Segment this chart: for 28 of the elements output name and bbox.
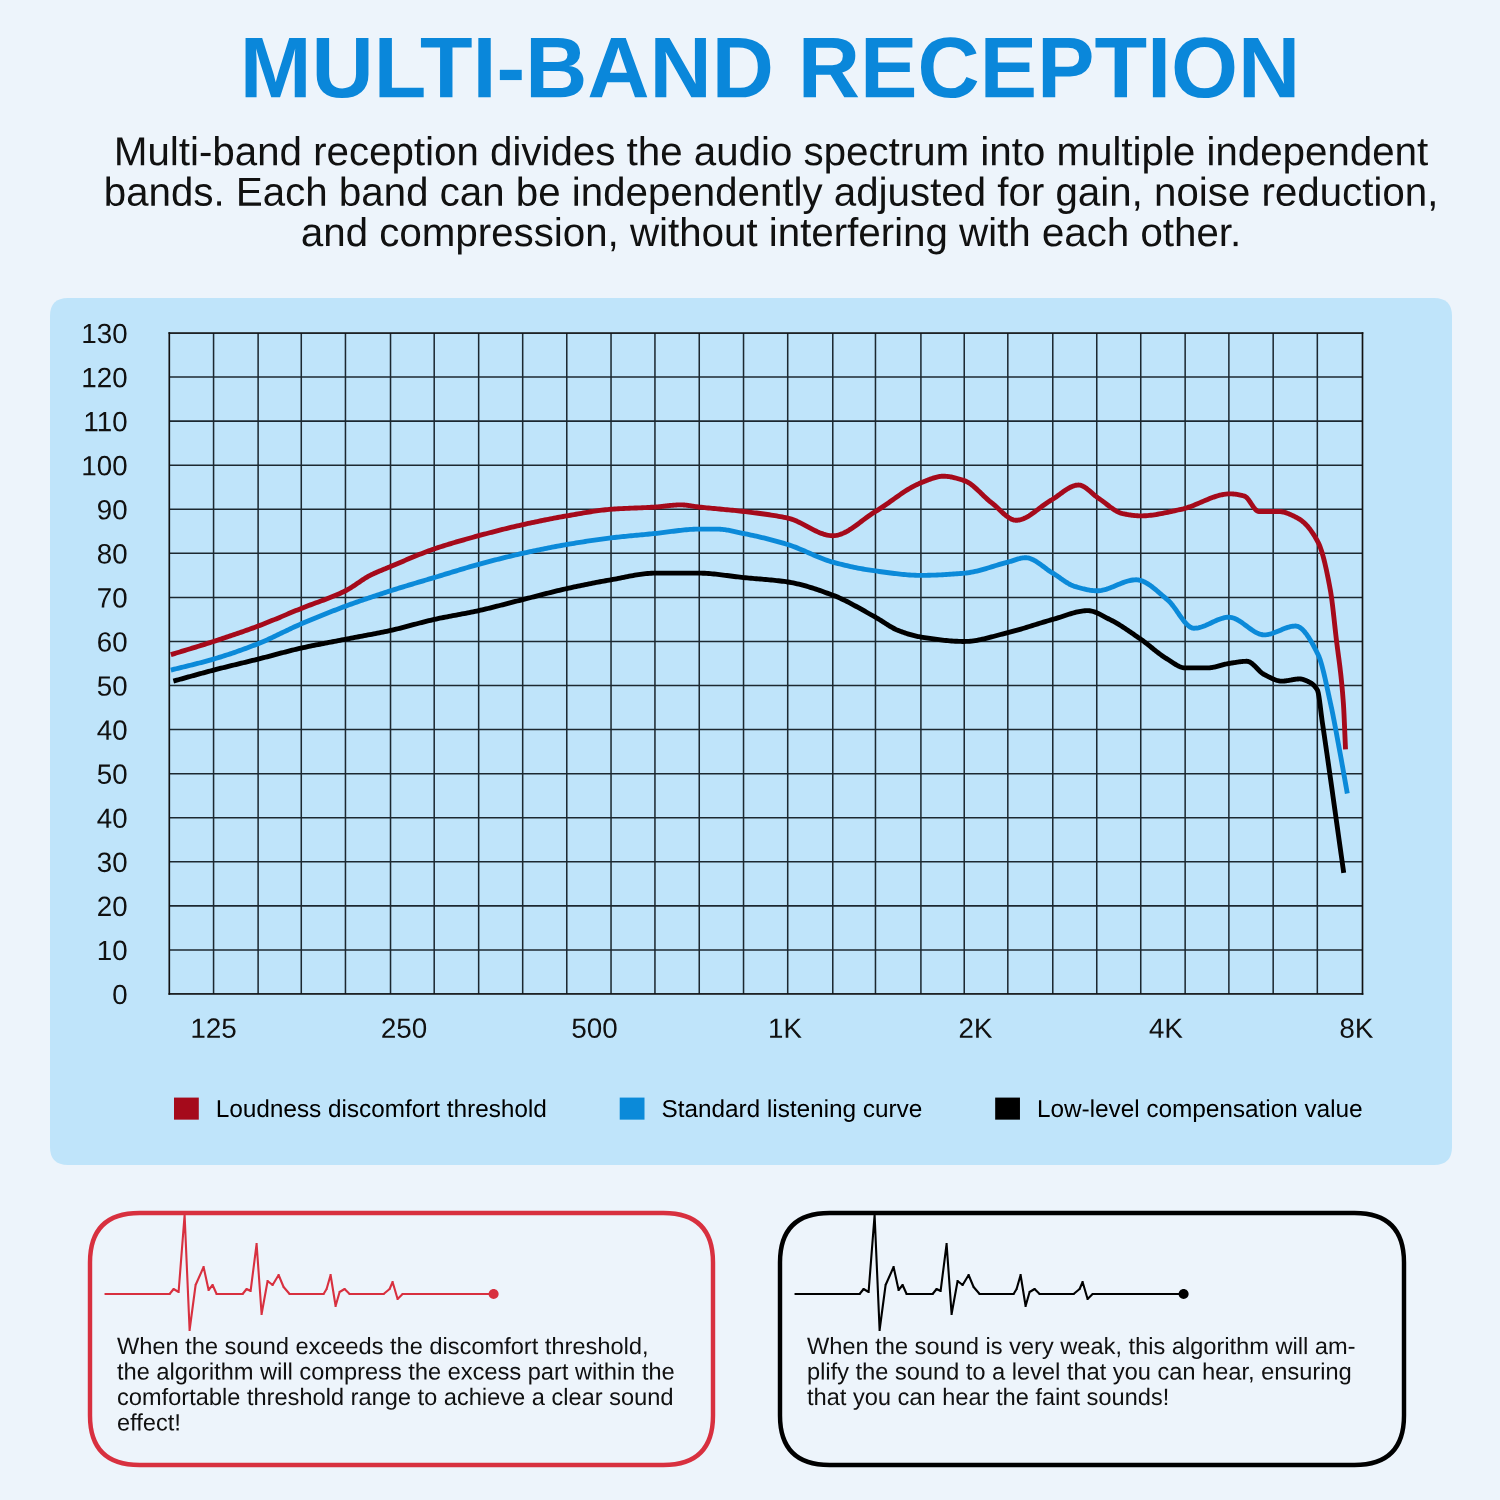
- y-tick-label: 80: [97, 544, 127, 564]
- text: When the sound exceeds the discomfort threshold, the algorithm will compress the excess part within the comfortable threshold range to achieve a clear sound effect!: [117, 1337, 674, 1431]
- legend-label: Low-level compensation value: [1038, 1099, 1362, 1122]
- y-tick-label: 110: [85, 411, 127, 432]
- y-tick-label: 100: [83, 455, 127, 476]
- chart-subtitle: Multi-band reception divides the audio spectrum into multiple independent bands. Each band can be independently adjusted for gain, noise reduction, and compression, without interfering with each other.: [106, 136, 1435, 255]
- x-tick-label: 125: [192, 1018, 236, 1039]
- legend-label: Loudness discomfort threshold: [217, 1099, 546, 1118]
- text: When the sound is very weak, this algorithm will am- plify the sound to a level that you can hear, ensuring that you can hear the faint sounds!: [807, 1337, 1355, 1410]
- x-tick-label: 4K: [1149, 1018, 1183, 1038]
- x-tick-label: 1K: [770, 1018, 802, 1038]
- y-tick-label: 60: [98, 632, 127, 652]
- y-tick-label: 90: [98, 499, 127, 520]
- y-tick-label: 70: [98, 588, 127, 608]
- legend-label: Standard listening curve: [662, 1099, 922, 1122]
- x-tick-label: 8K: [1340, 1018, 1374, 1039]
- y2-tick-label: 20: [98, 896, 127, 917]
- x-tick-label: 2K: [959, 1018, 993, 1038]
- y-tick-label: 50: [97, 676, 127, 696]
- y-tick-label: 120: [83, 367, 127, 388]
- y-tick-label: 40: [97, 720, 127, 740]
- y-tick-label: 130: [83, 323, 127, 344]
- x-tick-label: 250: [382, 1018, 427, 1039]
- x-tick-label: 500: [572, 1018, 617, 1039]
- y2-tick-label: 0: [113, 984, 127, 1005]
- y2-tick-label: 30: [97, 852, 127, 873]
- chart-title: MULTI-BAND RECEPTION: [245, 37, 1295, 99]
- y2-tick-label: 10: [98, 940, 127, 961]
